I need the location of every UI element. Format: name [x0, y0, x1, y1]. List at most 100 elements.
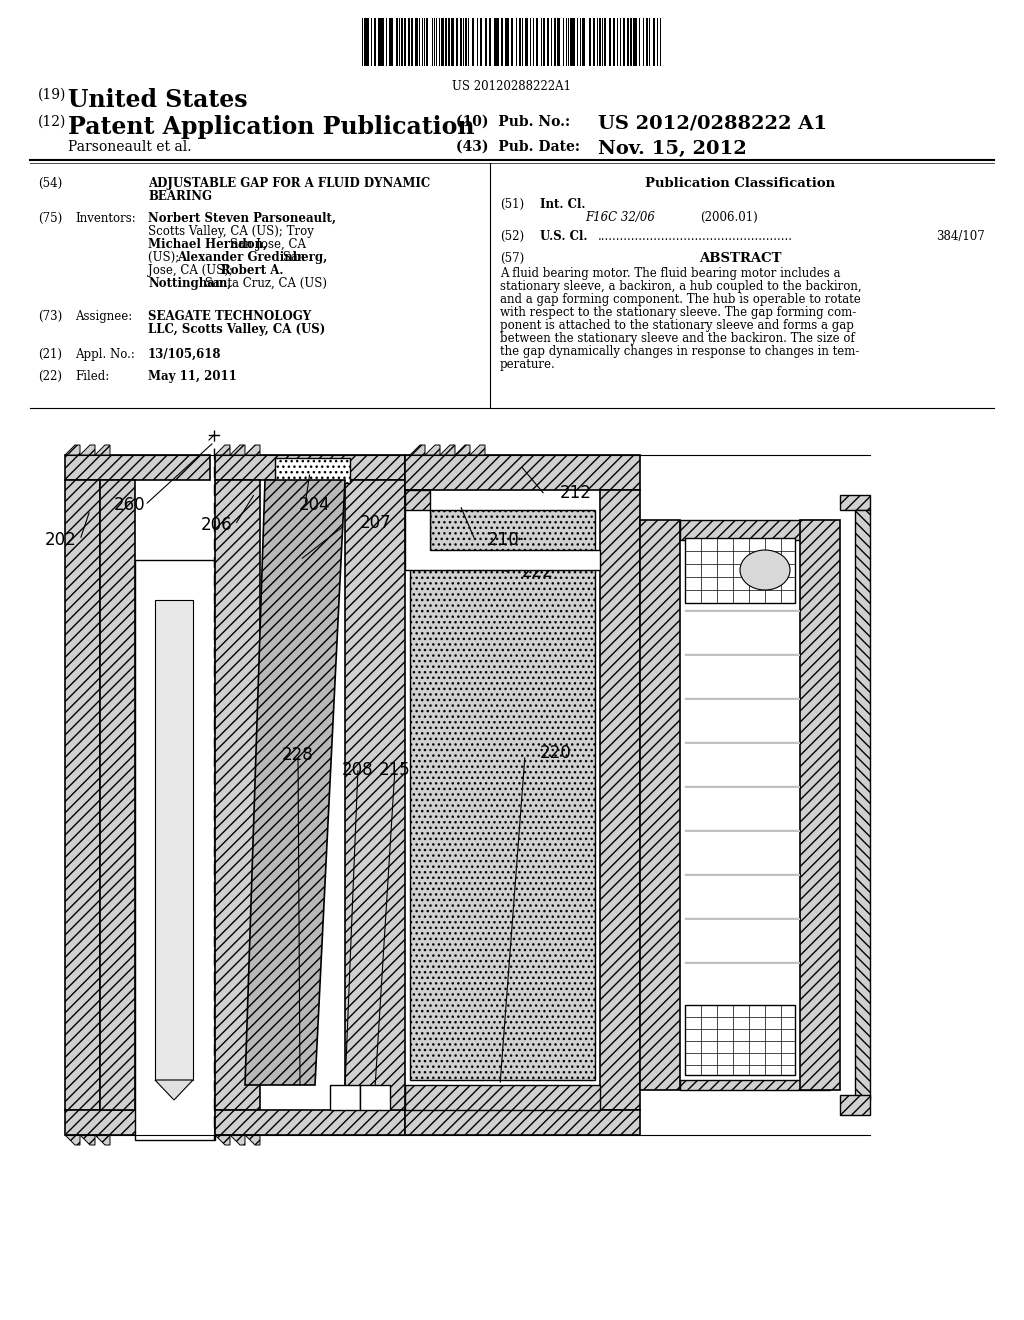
- Text: 212: 212: [560, 484, 592, 502]
- Text: Norbert Steven Parsoneault,: Norbert Steven Parsoneault,: [148, 213, 336, 224]
- Polygon shape: [455, 445, 470, 455]
- Bar: [497, 18, 499, 66]
- Text: (2006.01): (2006.01): [700, 211, 758, 224]
- Text: LLC, Scotts Valley, CA (US): LLC, Scotts Valley, CA (US): [148, 323, 326, 337]
- Text: May 11, 2011: May 11, 2011: [148, 370, 237, 383]
- Text: ....................................................: ........................................…: [598, 230, 793, 243]
- Text: (22): (22): [38, 370, 62, 383]
- Bar: [685, 539, 795, 603]
- Bar: [501, 18, 503, 66]
- Bar: [525, 18, 527, 66]
- Bar: [685, 874, 800, 876]
- Bar: [398, 18, 400, 66]
- Polygon shape: [65, 480, 100, 1110]
- Bar: [652, 18, 655, 66]
- Bar: [613, 18, 614, 66]
- Bar: [456, 18, 459, 66]
- Polygon shape: [245, 445, 260, 455]
- Text: (73): (73): [38, 310, 62, 323]
- Text: 13/105,618: 13/105,618: [148, 348, 221, 360]
- Bar: [436, 18, 437, 66]
- Bar: [484, 18, 487, 66]
- Bar: [639, 18, 640, 66]
- Polygon shape: [215, 480, 260, 1110]
- Polygon shape: [65, 455, 210, 480]
- Text: US 2012/0288222 A1: US 2012/0288222 A1: [598, 115, 827, 133]
- Text: with respect to the stationary sleeve. The gap forming com-: with respect to the stationary sleeve. T…: [500, 306, 856, 319]
- Polygon shape: [215, 445, 230, 455]
- Polygon shape: [406, 490, 430, 510]
- Text: 210: 210: [488, 531, 520, 549]
- Polygon shape: [65, 1110, 210, 1135]
- Bar: [410, 510, 595, 1080]
- Bar: [570, 18, 572, 66]
- Text: ADJUSTABLE GAP FOR A FLUID DYNAMIC: ADJUSTABLE GAP FOR A FLUID DYNAMIC: [148, 177, 430, 190]
- Bar: [577, 18, 579, 66]
- Polygon shape: [470, 445, 485, 455]
- Bar: [562, 18, 564, 66]
- Polygon shape: [840, 1096, 870, 1115]
- Text: San: San: [279, 251, 305, 264]
- Polygon shape: [640, 520, 680, 1090]
- Text: U.S. Cl.: U.S. Cl.: [540, 230, 588, 243]
- Bar: [433, 18, 435, 66]
- Text: Nov. 15, 2012: Nov. 15, 2012: [598, 140, 746, 158]
- Ellipse shape: [740, 550, 790, 590]
- Text: between the stationary sleeve and the backiron. The size of: between the stationary sleeve and the ba…: [500, 333, 855, 345]
- Bar: [374, 18, 376, 66]
- Bar: [441, 18, 443, 66]
- Text: (51): (51): [500, 198, 524, 211]
- Polygon shape: [80, 1135, 95, 1144]
- Polygon shape: [680, 1080, 830, 1090]
- Bar: [685, 653, 800, 656]
- Bar: [460, 18, 462, 66]
- Bar: [135, 560, 215, 1140]
- Bar: [554, 18, 556, 66]
- Text: (43)  Pub. Date:: (43) Pub. Date:: [456, 140, 580, 154]
- Text: 202: 202: [45, 531, 77, 549]
- Polygon shape: [65, 1135, 80, 1144]
- Text: Michael Herndon,: Michael Herndon,: [148, 238, 267, 251]
- Bar: [507, 18, 509, 66]
- Text: Inventors:: Inventors:: [75, 213, 136, 224]
- Text: and a gap forming component. The hub is operable to rotate: and a gap forming component. The hub is …: [500, 293, 861, 306]
- Bar: [627, 18, 629, 66]
- Bar: [593, 18, 595, 66]
- Text: 204: 204: [299, 496, 331, 513]
- Bar: [624, 18, 626, 66]
- Polygon shape: [345, 480, 406, 1110]
- Text: Scotts Valley, CA (US); Troy: Scotts Valley, CA (US); Troy: [148, 224, 314, 238]
- Text: stationary sleeve, a backiron, a hub coupled to the backiron,: stationary sleeve, a backiron, a hub cou…: [500, 280, 861, 293]
- Bar: [537, 18, 539, 66]
- Polygon shape: [600, 490, 640, 1110]
- Text: A fluid bearing motor. The fluid bearing motor includes a: A fluid bearing motor. The fluid bearing…: [500, 267, 841, 280]
- Bar: [565, 18, 567, 66]
- Polygon shape: [65, 445, 80, 455]
- Text: Alexander Gredinberg,: Alexander Gredinberg,: [177, 251, 328, 264]
- Text: (52): (52): [500, 230, 524, 243]
- Text: F16C 32/06: F16C 32/06: [585, 211, 655, 224]
- Bar: [551, 18, 552, 66]
- Polygon shape: [95, 1135, 110, 1144]
- Bar: [685, 917, 800, 920]
- Text: 208: 208: [342, 762, 374, 779]
- Text: United States: United States: [68, 88, 248, 112]
- Polygon shape: [425, 445, 440, 455]
- Text: Parsoneault et al.: Parsoneault et al.: [68, 140, 191, 154]
- Text: US 20120288222A1: US 20120288222A1: [453, 81, 571, 92]
- Polygon shape: [440, 445, 455, 455]
- Bar: [573, 18, 574, 66]
- Bar: [547, 18, 549, 66]
- Text: Santa Cruz, CA (US): Santa Cruz, CA (US): [202, 277, 328, 290]
- Bar: [472, 18, 474, 66]
- Bar: [275, 458, 350, 483]
- Bar: [609, 18, 611, 66]
- Text: (54): (54): [38, 177, 62, 190]
- Text: Int. Cl.: Int. Cl.: [540, 198, 586, 211]
- Bar: [505, 18, 507, 66]
- Bar: [330, 1085, 360, 1110]
- Text: Jose, CA (US);: Jose, CA (US);: [148, 264, 237, 277]
- Bar: [449, 18, 450, 66]
- Polygon shape: [410, 445, 425, 455]
- Bar: [426, 18, 428, 66]
